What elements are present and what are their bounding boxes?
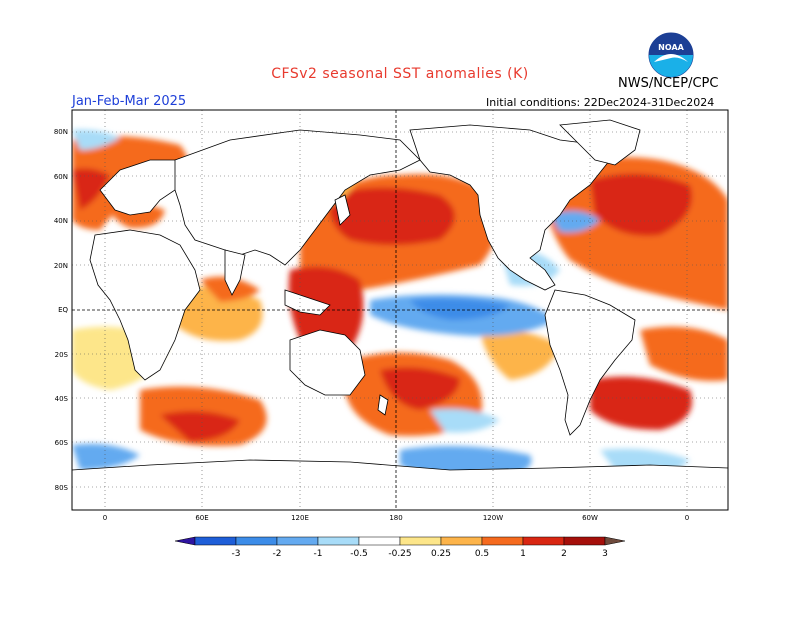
lat-label: EQ (58, 306, 68, 314)
colorbar-label: 3 (602, 549, 608, 559)
lon-label: 60W (582, 514, 598, 522)
lat-label: 20S (55, 351, 69, 359)
lon-label: 120E (291, 514, 309, 522)
colorbar-label: -0.25 (388, 549, 411, 559)
australia (289, 329, 366, 396)
colorbar-swatch (235, 536, 278, 546)
colorbar-label: -0.5 (350, 549, 368, 559)
colorbar-label: -1 (314, 549, 323, 559)
initial-conditions: Initial conditions: 22Dec2024-31Dec2024 (486, 96, 715, 109)
lat-label: 80S (55, 484, 69, 492)
colorbar-label: 1 (520, 549, 526, 559)
lon-label: 180 (389, 514, 402, 522)
japan (334, 194, 351, 226)
lon-label: 0 (103, 514, 107, 522)
lat-label: 60N (54, 173, 68, 181)
anomaly-fields (72, 129, 728, 480)
colorbar-swatch (276, 536, 319, 546)
organization-label: NWS/NCEP/CPC (618, 76, 719, 91)
lat-label: 40N (54, 217, 68, 225)
continents (72, 119, 728, 510)
lat-label: 60S (55, 439, 69, 447)
logo-text: NOAA (658, 43, 684, 52)
colorbar-label: -3 (232, 549, 241, 559)
lat-label: 80N (54, 128, 68, 136)
colorbar: -3 -2 -1 -0.5 -0.25 0.25 0.5 1 2 3 (174, 536, 626, 559)
forecast-period: Jan-Feb-Mar 2025 (72, 94, 187, 109)
colorbar-min-arrow (174, 536, 196, 546)
colorbar-label: -2 (273, 549, 282, 559)
greenland (559, 119, 641, 166)
map-title: CFSv2 seasonal SST anomalies (K) (271, 66, 529, 82)
colorbar-swatch (522, 536, 565, 546)
lat-label: 40S (55, 395, 69, 403)
map-frame (71, 109, 729, 511)
antarctica (72, 459, 728, 510)
colorbar-swatch (194, 536, 237, 546)
lon-label: 0 (685, 514, 689, 522)
colorbar-swatch (358, 536, 401, 546)
equator-dateline (72, 110, 728, 510)
colorbar-label: 0.5 (475, 549, 489, 559)
colorbar-swatch (399, 536, 442, 546)
colorbar-swatch (440, 536, 483, 546)
colorbar-label: 2 (561, 549, 567, 559)
latitude-labels: 80N 60N 40N 20N EQ 20S 40S 60S 80S (54, 128, 69, 492)
colorbar-swatch (563, 536, 606, 546)
colorbar-max-arrow (604, 536, 626, 546)
lon-label: 120W (483, 514, 503, 522)
colorbar-swatch (481, 536, 524, 546)
india (224, 249, 246, 296)
noaa-logo: NOAA (648, 32, 694, 78)
colorbar-label: 0.25 (431, 549, 451, 559)
new-zealand (377, 394, 389, 416)
lon-label: 60E (195, 514, 208, 522)
lat-label: 20N (54, 262, 68, 270)
colorbar-swatch (317, 536, 360, 546)
africa (89, 229, 201, 381)
longitude-labels: 0 60E 120E 180 120W 60W 0 (103, 514, 689, 522)
